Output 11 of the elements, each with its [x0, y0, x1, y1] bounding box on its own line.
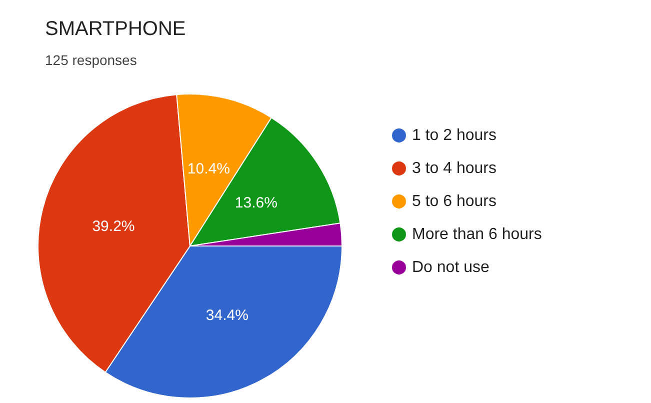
legend-label: Do not use — [412, 259, 490, 276]
chart-subtitle: 125 responses — [45, 52, 137, 68]
data-label: 10.4% — [187, 160, 230, 178]
chart-title: SMARTPHONE — [45, 18, 186, 40]
legend-label: 5 to 6 hours — [412, 193, 496, 210]
data-label: 13.6% — [234, 194, 278, 212]
data-label: 39.2% — [92, 218, 135, 235]
legend-label: 1 to 2 hours — [412, 127, 496, 144]
legend-label: 3 to 4 hours — [412, 160, 496, 177]
legend-label: More than 6 hours — [412, 226, 542, 243]
data-label: 34.4% — [206, 307, 248, 324]
